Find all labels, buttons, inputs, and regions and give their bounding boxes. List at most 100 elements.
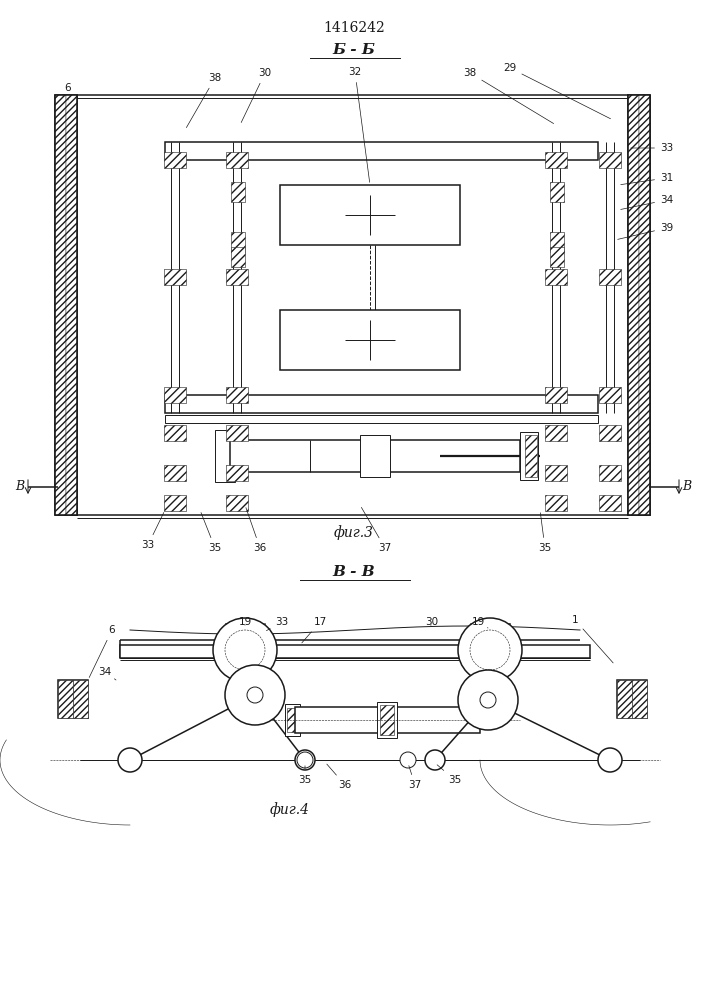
Text: 19: 19 <box>238 617 252 627</box>
Circle shape <box>425 750 445 770</box>
Text: 38: 38 <box>187 73 221 128</box>
Bar <box>226 387 248 403</box>
Text: 34: 34 <box>621 195 673 209</box>
Bar <box>226 152 248 168</box>
Bar <box>58 680 88 718</box>
Text: 29: 29 <box>503 63 611 119</box>
Bar <box>360 435 390 477</box>
Text: 1416242: 1416242 <box>323 21 385 35</box>
Bar <box>295 707 480 733</box>
Text: 31: 31 <box>621 173 673 185</box>
Circle shape <box>458 670 518 730</box>
Bar <box>285 704 300 736</box>
Bar <box>164 465 186 481</box>
Text: 37: 37 <box>409 766 421 790</box>
Circle shape <box>598 748 622 772</box>
Text: 30: 30 <box>241 68 271 122</box>
Bar <box>632 680 647 718</box>
Bar <box>120 645 590 658</box>
Bar <box>55 95 66 515</box>
Bar <box>545 465 567 481</box>
Text: В: В <box>682 481 691 493</box>
Bar <box>377 702 397 738</box>
Bar <box>164 387 186 403</box>
Bar <box>164 425 186 441</box>
Bar <box>520 432 538 480</box>
Bar <box>226 465 248 481</box>
Text: 33: 33 <box>267 617 288 631</box>
Text: фиг.4: фиг.4 <box>270 803 310 817</box>
Bar <box>470 623 510 648</box>
Bar <box>55 95 77 515</box>
Circle shape <box>400 752 416 768</box>
Text: 36: 36 <box>246 508 267 553</box>
Text: 35: 35 <box>437 765 462 785</box>
Bar <box>545 387 567 403</box>
Bar <box>545 495 567 511</box>
Bar <box>628 95 639 515</box>
Bar <box>550 247 564 267</box>
Bar <box>628 95 650 515</box>
Circle shape <box>295 750 315 770</box>
Bar <box>55 95 77 515</box>
Bar <box>287 708 297 732</box>
Bar <box>470 692 506 708</box>
Bar <box>165 415 598 423</box>
Text: фиг.3: фиг.3 <box>334 526 374 540</box>
Text: 33: 33 <box>631 143 673 153</box>
Bar <box>231 182 245 202</box>
Circle shape <box>480 692 496 708</box>
Bar <box>545 425 567 441</box>
Text: 37: 37 <box>361 507 392 553</box>
Bar <box>628 95 650 515</box>
Bar <box>226 495 248 511</box>
Text: 33: 33 <box>141 512 164 550</box>
Bar <box>225 623 265 648</box>
Bar <box>280 310 460 370</box>
Text: 36: 36 <box>327 764 351 790</box>
Bar <box>226 425 248 441</box>
Bar <box>599 152 621 168</box>
Text: 6: 6 <box>89 625 115 677</box>
Bar <box>599 425 621 441</box>
Circle shape <box>118 748 142 772</box>
Bar <box>231 232 245 252</box>
Bar <box>599 495 621 511</box>
Bar <box>58 680 73 718</box>
Circle shape <box>458 618 522 682</box>
Bar <box>73 680 88 718</box>
Circle shape <box>225 665 285 725</box>
Bar <box>215 430 235 482</box>
Text: 35: 35 <box>538 513 551 553</box>
Bar <box>231 247 245 267</box>
Text: В: В <box>16 481 25 493</box>
Bar <box>66 95 77 515</box>
Text: Б - Б: Б - Б <box>332 43 375 57</box>
Bar <box>164 269 186 285</box>
Bar <box>280 185 460 245</box>
Text: 39: 39 <box>618 223 673 239</box>
Text: 30: 30 <box>426 617 438 627</box>
Text: 35: 35 <box>201 513 221 553</box>
Bar <box>237 687 273 703</box>
Bar <box>617 680 647 718</box>
Bar <box>617 680 632 718</box>
Circle shape <box>213 618 277 682</box>
Circle shape <box>297 752 313 768</box>
Bar <box>545 269 567 285</box>
Bar <box>550 232 564 252</box>
Bar <box>599 465 621 481</box>
Text: 38: 38 <box>463 68 554 124</box>
Text: 6: 6 <box>64 83 71 100</box>
Bar <box>165 395 598 413</box>
Bar <box>164 152 186 168</box>
Bar <box>164 495 186 511</box>
Bar <box>230 440 520 472</box>
Text: 32: 32 <box>349 67 370 182</box>
Bar <box>55 95 77 515</box>
Text: В - В: В - В <box>333 565 375 579</box>
Text: 17: 17 <box>302 617 327 643</box>
Bar <box>165 142 598 160</box>
Bar <box>525 435 537 477</box>
Bar <box>628 95 650 515</box>
